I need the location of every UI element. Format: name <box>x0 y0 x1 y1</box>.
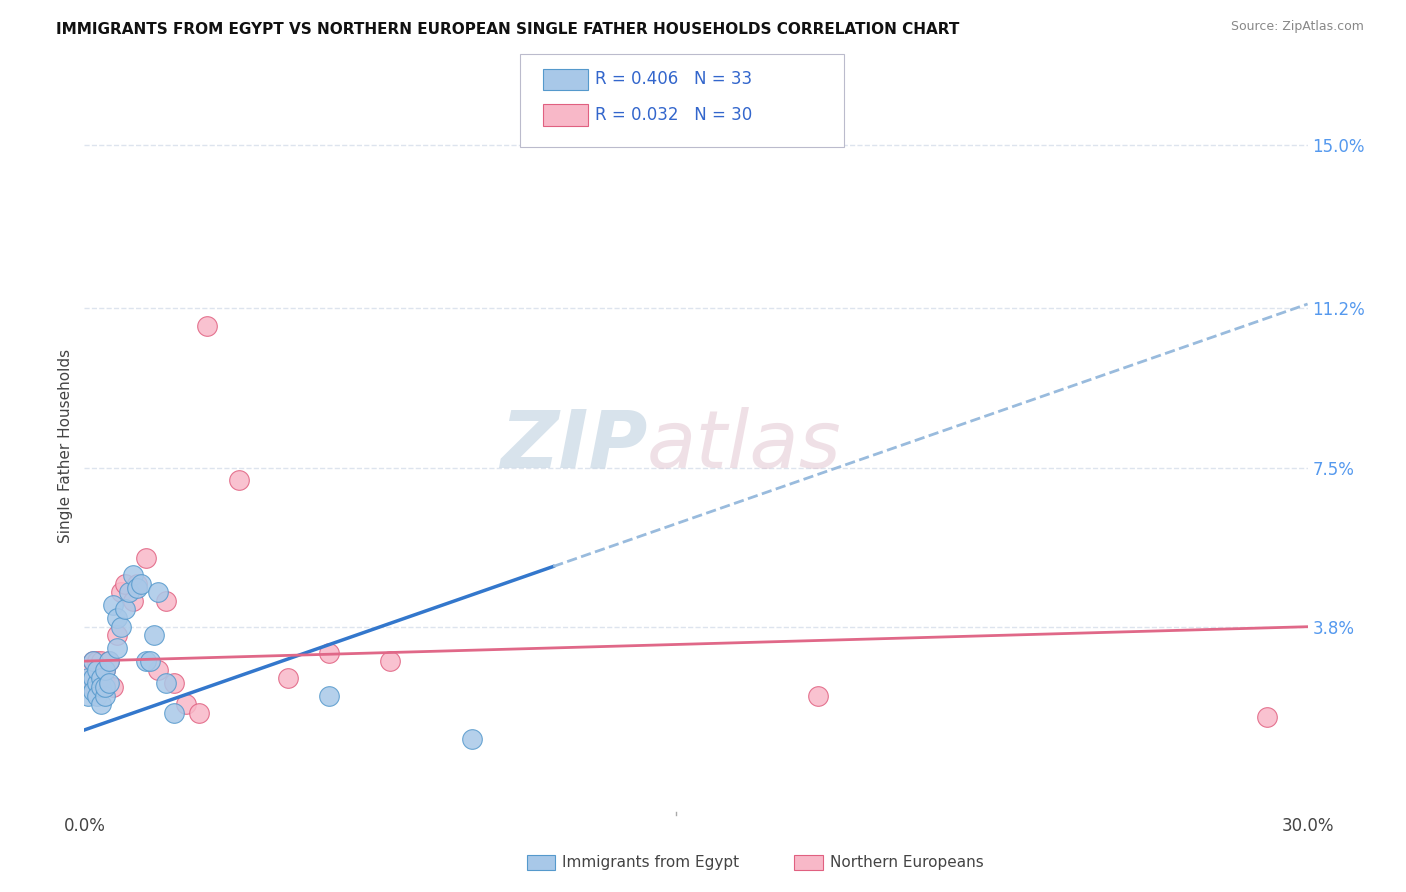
Point <box>82 654 104 668</box>
Y-axis label: Single Father Households: Single Father Households <box>58 349 73 543</box>
Point <box>176 697 198 711</box>
Text: Source: ZipAtlas.com: Source: ZipAtlas.com <box>1230 20 1364 33</box>
Point <box>146 585 169 599</box>
Point <box>90 697 112 711</box>
Point <box>110 585 132 599</box>
Point <box>101 680 124 694</box>
Point <box>86 663 108 677</box>
Point <box>97 654 120 668</box>
Point <box>163 706 186 720</box>
Point <box>93 675 117 690</box>
Point <box>122 568 145 582</box>
Point <box>135 550 157 565</box>
Point <box>318 646 340 660</box>
Point <box>228 474 250 488</box>
Point <box>122 594 145 608</box>
Point <box>187 706 209 720</box>
Text: IMMIGRANTS FROM EGYPT VS NORTHERN EUROPEAN SINGLE FATHER HOUSEHOLDS CORRELATION : IMMIGRANTS FROM EGYPT VS NORTHERN EUROPE… <box>56 22 960 37</box>
Text: R = 0.032   N = 30: R = 0.032 N = 30 <box>595 106 752 124</box>
Point <box>110 620 132 634</box>
Point <box>105 628 128 642</box>
Point <box>86 663 108 677</box>
Point <box>380 654 402 668</box>
Point <box>277 671 299 685</box>
Point <box>82 684 104 698</box>
Point <box>90 680 112 694</box>
Text: Northern Europeans: Northern Europeans <box>830 855 983 870</box>
Text: Immigrants from Egypt: Immigrants from Egypt <box>562 855 740 870</box>
Point <box>155 675 177 690</box>
Point <box>86 654 108 668</box>
Point <box>138 654 160 668</box>
Point <box>127 576 149 591</box>
Point <box>90 654 112 668</box>
Point <box>146 663 169 677</box>
Point <box>93 663 117 677</box>
Point <box>93 680 117 694</box>
Point <box>114 576 136 591</box>
Point <box>101 598 124 612</box>
Text: R = 0.406   N = 33: R = 0.406 N = 33 <box>595 70 752 88</box>
Point <box>155 594 177 608</box>
Point <box>195 318 218 333</box>
Point <box>77 675 100 690</box>
Point <box>77 671 100 685</box>
Point <box>93 689 117 703</box>
Text: atlas: atlas <box>647 407 842 485</box>
Point <box>90 671 112 685</box>
Point <box>163 675 186 690</box>
Point <box>77 667 100 681</box>
Point <box>77 689 100 703</box>
Point <box>82 671 104 685</box>
Point <box>97 675 120 690</box>
Point <box>135 654 157 668</box>
Point <box>82 675 104 690</box>
Point <box>127 581 149 595</box>
Point <box>131 576 153 591</box>
Point <box>93 663 117 677</box>
Point <box>97 654 120 668</box>
Point <box>461 731 484 746</box>
Point <box>318 689 340 703</box>
Point <box>105 641 128 656</box>
Point <box>1256 710 1278 724</box>
Point <box>86 689 108 703</box>
Point <box>86 675 108 690</box>
Point <box>118 585 141 599</box>
Point <box>82 654 104 668</box>
Point <box>142 628 165 642</box>
Point <box>105 611 128 625</box>
Point <box>114 602 136 616</box>
Text: ZIP: ZIP <box>499 407 647 485</box>
Point <box>807 689 830 703</box>
Point <box>90 671 112 685</box>
